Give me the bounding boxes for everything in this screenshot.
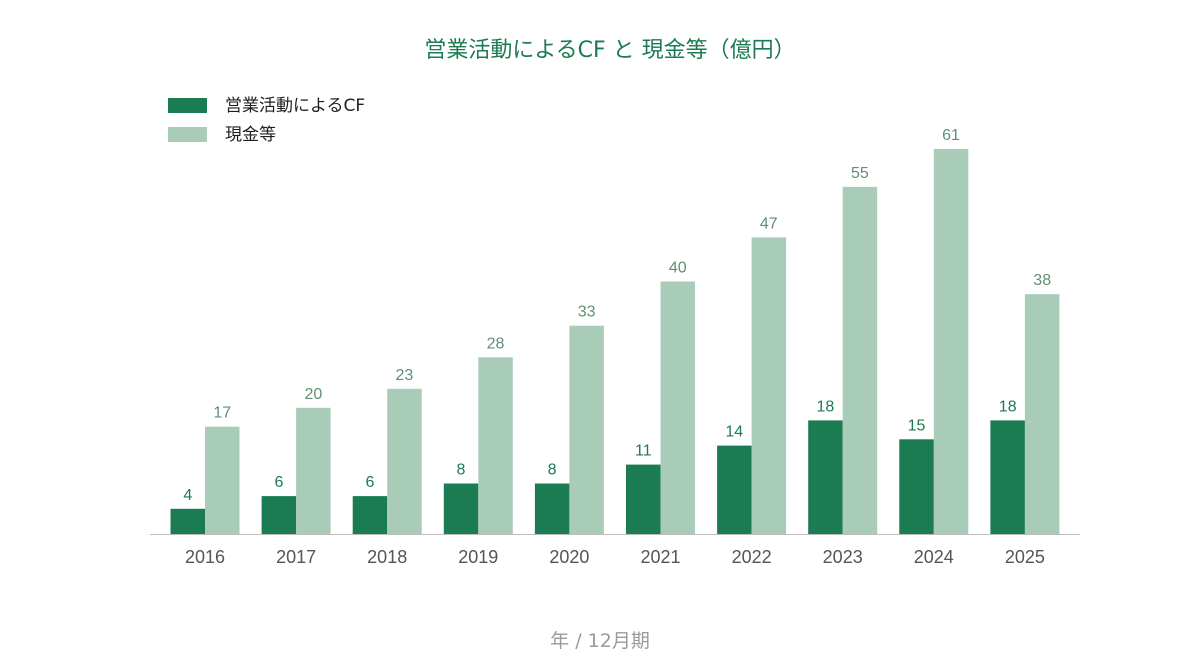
bar-operating-cf-2024 (899, 439, 934, 534)
bar-cash-2020 (569, 325, 604, 534)
value-label-cash-2017: 20 (305, 386, 323, 403)
bar-operating-cf-2016 (170, 508, 205, 534)
x-tick-label-2017: 2017 (276, 547, 316, 567)
value-labels-layer: 4 17 6 20 6 23 8 28 8 33 11 40 14 47 18 55 15 61 18 38 (183, 127, 1051, 504)
legend-label-operating-cf: 営業活動によるCF (225, 96, 365, 116)
value-label-cash-2020: 33 (578, 304, 596, 321)
bar-cash-2025 (1024, 294, 1060, 534)
value-label-cash-2023: 55 (851, 165, 869, 182)
legend-label-cash: 現金等 (225, 125, 276, 145)
value-label-cash-2025: 38 (1033, 272, 1051, 289)
bar-cash-2019 (478, 357, 513, 534)
x-tick-label-2016: 2016 (185, 547, 225, 567)
bar-cash-2023 (842, 186, 878, 534)
bar-cash-2018 (387, 388, 422, 534)
x-axis-title: 年 / 12月期 (550, 630, 650, 652)
value-label-cash-2022: 47 (760, 215, 778, 232)
x-tick-label-2021: 2021 (640, 547, 680, 567)
legend: 営業活動によるCF 現金等 (168, 96, 365, 145)
value-label-operating-cf-2019: 8 (457, 462, 466, 479)
x-tick-label-2023: 2023 (823, 547, 863, 567)
legend-swatch-operating-cf (168, 98, 207, 113)
value-label-cash-2019: 28 (487, 335, 505, 352)
bar-cash-2017 (296, 407, 331, 534)
bar-operating-cf-2020 (534, 483, 570, 534)
bar-cash-2022 (751, 237, 787, 534)
bar-cash-2024 (933, 149, 969, 534)
bar-operating-cf-2022 (717, 445, 752, 534)
x-tick-label-2025: 2025 (1005, 547, 1045, 567)
bar-operating-cf-2017 (261, 496, 297, 534)
value-label-cash-2016: 17 (213, 405, 231, 422)
x-tick-label-2020: 2020 (549, 547, 589, 567)
bar-operating-cf-2021 (626, 464, 661, 534)
x-tick-labels: 2016 2017 2018 2019 2020 2021 2022 2023 2024 2025 (185, 547, 1045, 567)
bar-operating-cf-2025 (990, 420, 1025, 534)
x-tick-label-2022: 2022 (732, 547, 772, 567)
bars-layer (170, 149, 1060, 534)
chart-title: 営業活動によるCF と 現金等（億円） (424, 38, 795, 63)
value-label-operating-cf-2016: 4 (183, 487, 192, 504)
value-label-cash-2024: 61 (942, 127, 960, 144)
legend-swatch-cash (168, 127, 207, 142)
bar-operating-cf-2018 (352, 496, 388, 534)
value-label-operating-cf-2023: 18 (817, 398, 835, 415)
bar-cash-2016 (205, 426, 240, 534)
bar-operating-cf-2019 (443, 483, 479, 534)
value-label-operating-cf-2017: 6 (274, 474, 283, 491)
bar-operating-cf-2023 (808, 420, 843, 534)
value-label-operating-cf-2025: 18 (999, 398, 1017, 415)
value-label-operating-cf-2021: 11 (635, 443, 652, 460)
value-label-cash-2021: 40 (669, 260, 687, 277)
value-label-operating-cf-2024: 15 (908, 417, 926, 434)
value-label-operating-cf-2020: 8 (548, 462, 557, 479)
value-label-cash-2018: 23 (396, 367, 414, 384)
bar-cash-2021 (660, 281, 695, 534)
x-tick-label-2024: 2024 (914, 547, 954, 567)
x-tick-label-2018: 2018 (367, 547, 407, 567)
value-label-operating-cf-2018: 6 (365, 474, 374, 491)
value-label-operating-cf-2022: 14 (725, 424, 743, 441)
x-tick-label-2019: 2019 (458, 547, 498, 567)
